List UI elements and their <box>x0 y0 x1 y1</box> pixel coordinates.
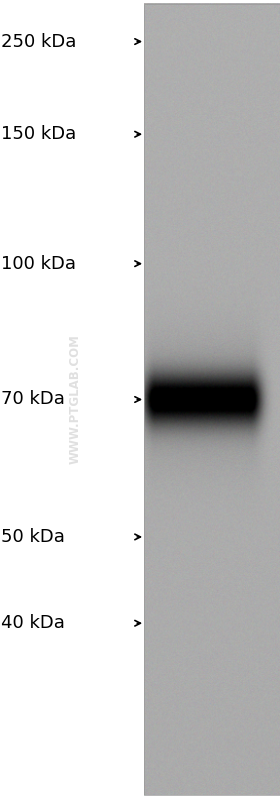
Text: 150 kDa: 150 kDa <box>1 125 77 143</box>
Bar <box>144 4 280 795</box>
Text: 40 kDa: 40 kDa <box>1 614 65 632</box>
Text: 50 kDa: 50 kDa <box>1 528 65 546</box>
Text: WWW.PTGLAB.COM: WWW.PTGLAB.COM <box>69 335 82 464</box>
Text: 100 kDa: 100 kDa <box>1 255 76 272</box>
Text: 70 kDa: 70 kDa <box>1 391 65 408</box>
Text: 250 kDa: 250 kDa <box>1 33 77 50</box>
